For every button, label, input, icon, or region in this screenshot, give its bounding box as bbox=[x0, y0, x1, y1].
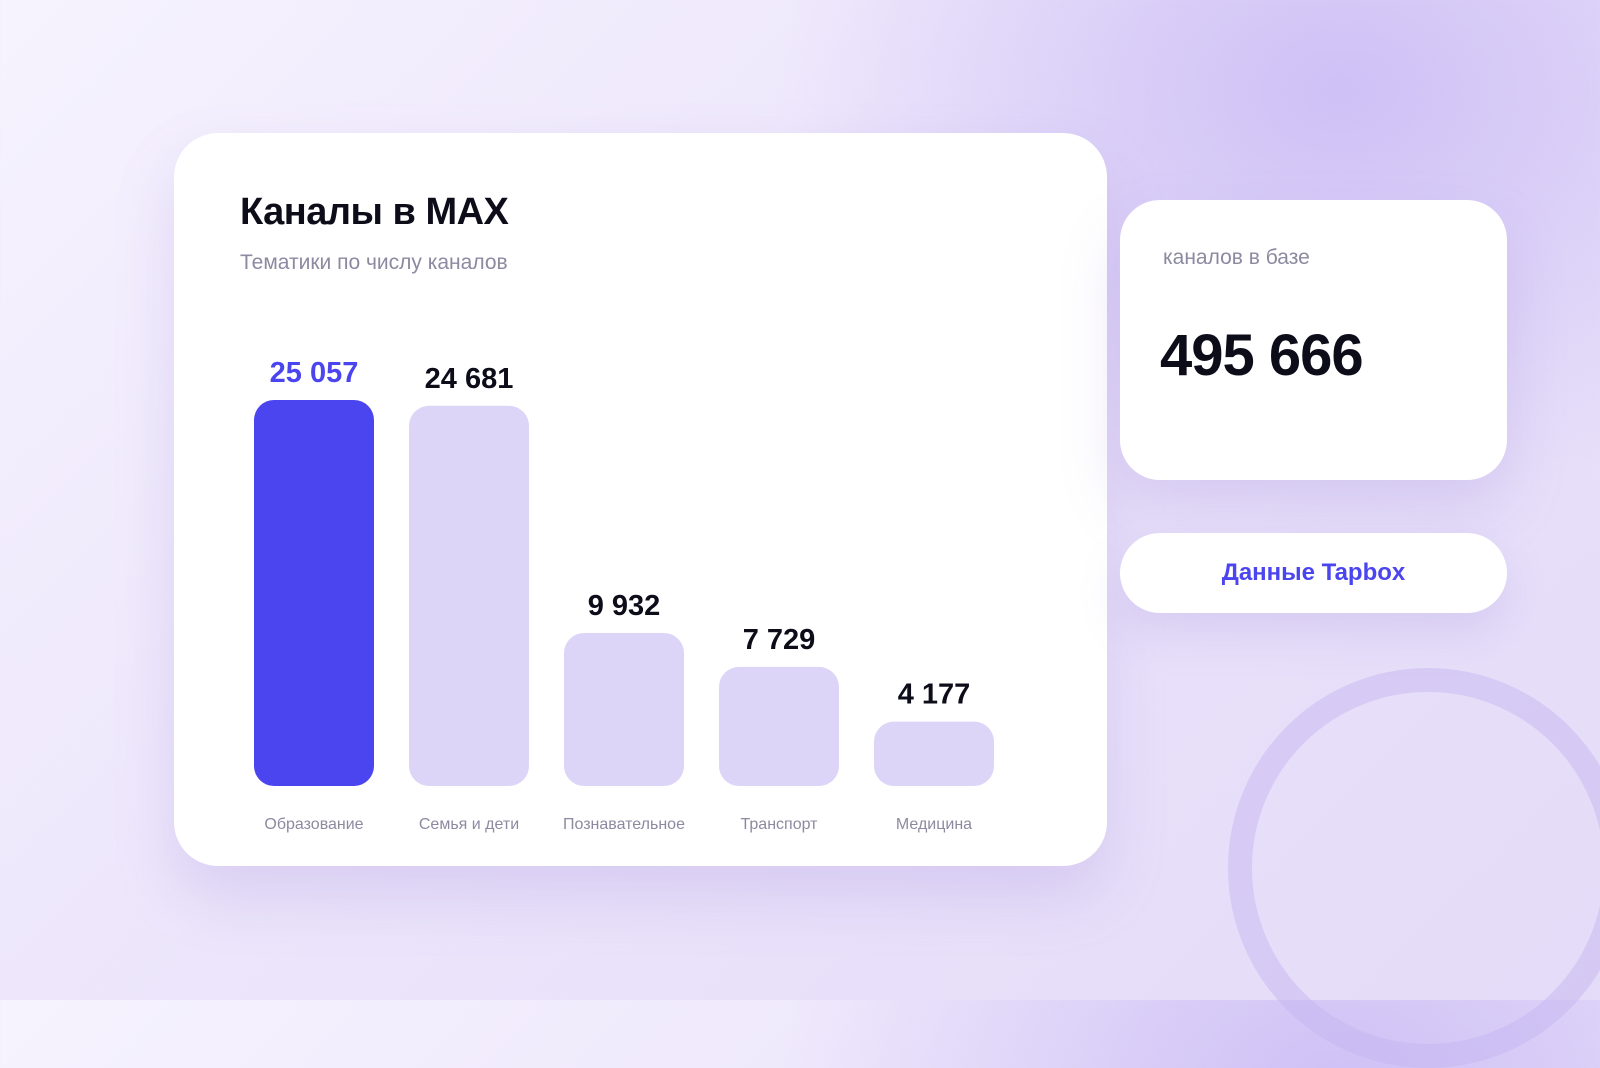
category-label-4: Транспорт bbox=[741, 816, 819, 833]
category-label-5: Медицина bbox=[896, 816, 972, 833]
total-channels-card: каналов в базе 495 666 bbox=[1120, 200, 1507, 480]
bar-value-label-5: 4 177 bbox=[898, 679, 971, 711]
bar-value-label-2: 24 681 bbox=[425, 363, 514, 395]
chart-card: Каналы в MAX Тематики по числу каналов 2… bbox=[174, 133, 1107, 866]
bar-value-label-3: 9 932 bbox=[588, 590, 661, 622]
data-source-button[interactable]: Данные Tapbox bbox=[1120, 533, 1507, 613]
bar-5 bbox=[874, 721, 994, 786]
category-label-2: Семья и дети bbox=[419, 816, 519, 833]
total-channels-label: каналов в базе bbox=[1163, 246, 1310, 269]
category-label-3: Познавательное bbox=[563, 816, 685, 833]
bar-1 bbox=[254, 400, 374, 786]
bar-4 bbox=[719, 666, 839, 786]
decorative-ring bbox=[1228, 668, 1600, 1068]
bar-3 bbox=[564, 632, 684, 786]
bar-2 bbox=[409, 405, 529, 786]
bar-chart: 25 057 Образование 24 681 Семья и дети 9 932… bbox=[254, 357, 994, 833]
bar-value-label-1: 25 057 bbox=[270, 357, 359, 389]
category-label-1: Образование bbox=[264, 816, 363, 833]
total-channels-value: 495 666 bbox=[1160, 323, 1364, 388]
chart-subtitle: Тематики по числу каналов bbox=[240, 251, 508, 274]
bar-value-label-4: 7 729 bbox=[743, 624, 816, 656]
chart-title: Каналы в MAX bbox=[240, 191, 509, 233]
